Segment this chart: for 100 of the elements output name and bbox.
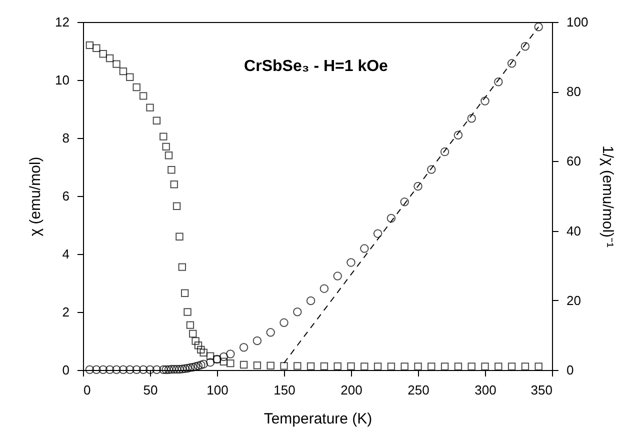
- point: [414, 362, 422, 370]
- x-tick-label: 200: [340, 382, 362, 398]
- point: [386, 214, 396, 223]
- y-tick-label: 12: [55, 14, 70, 30]
- point: [196, 360, 206, 370]
- point: [112, 365, 121, 374]
- x-tick-label: 50: [143, 382, 158, 398]
- point: [280, 318, 288, 328]
- point: [347, 362, 355, 370]
- point: [507, 59, 516, 68]
- point: [162, 365, 170, 374]
- point: [454, 362, 462, 370]
- point: [334, 362, 342, 370]
- point: [92, 365, 101, 374]
- point: [194, 361, 203, 370]
- point: [118, 365, 128, 374]
- point: [167, 364, 176, 374]
- point: [534, 362, 542, 370]
- point: [159, 365, 168, 374]
- y-tick-label: 6: [62, 188, 70, 204]
- point: [176, 232, 184, 240]
- point: [468, 362, 476, 370]
- point: [428, 362, 436, 370]
- point: [467, 114, 476, 123]
- point: [219, 352, 228, 362]
- point: [139, 92, 148, 100]
- point: [266, 328, 275, 337]
- point: [126, 365, 134, 374]
- point: [481, 362, 489, 370]
- point: [180, 364, 190, 373]
- y-tick-label: 10: [55, 72, 70, 88]
- point: [206, 352, 214, 360]
- point: [105, 365, 114, 374]
- point: [106, 54, 114, 62]
- point: [175, 364, 184, 374]
- point: [146, 365, 154, 374]
- y-tick-label: 8: [62, 130, 70, 146]
- point: [85, 365, 94, 374]
- point: [152, 365, 162, 374]
- x-tick-label: 100: [206, 382, 228, 398]
- point: [387, 362, 396, 370]
- point: [152, 116, 161, 124]
- point: [508, 362, 516, 370]
- point: [189, 330, 197, 338]
- point: [99, 50, 107, 58]
- point: [400, 198, 409, 206]
- point: [192, 337, 200, 345]
- point: [253, 362, 262, 370]
- point: [164, 152, 173, 160]
- point: [92, 44, 100, 52]
- point: [333, 272, 342, 280]
- point: [172, 364, 182, 374]
- point: [440, 362, 449, 370]
- annotation: CrSbSe₃ - H=1 kOe: [244, 58, 388, 75]
- point: [226, 359, 234, 368]
- point: [206, 358, 215, 367]
- point: [138, 365, 148, 374]
- point: [360, 362, 368, 370]
- point: [494, 77, 503, 86]
- point: [521, 362, 530, 370]
- y2-tick-label: 60: [566, 154, 581, 169]
- point: [320, 362, 328, 370]
- point: [178, 364, 187, 374]
- point: [266, 362, 274, 370]
- x-tick-label: 300: [474, 382, 496, 398]
- point: [239, 343, 248, 352]
- point: [186, 363, 195, 372]
- point: [534, 22, 543, 32]
- y-axis-title: χ (emu/mol): [27, 156, 44, 236]
- point: [280, 362, 288, 370]
- point: [200, 348, 208, 356]
- point: [294, 362, 302, 370]
- point: [194, 341, 202, 350]
- point: [119, 67, 128, 76]
- point: [346, 258, 356, 267]
- point: [132, 365, 141, 374]
- x-tick-label: 350: [530, 382, 552, 398]
- point: [186, 321, 194, 329]
- point: [220, 358, 228, 366]
- point: [252, 336, 262, 346]
- x-tick-label: 250: [408, 382, 430, 398]
- point: [360, 244, 369, 253]
- point: [374, 362, 382, 370]
- x-tick-label: 150: [274, 382, 296, 398]
- point: [178, 263, 186, 271]
- point: [440, 147, 450, 156]
- x-tick-label: 0: [84, 382, 91, 398]
- point: [180, 289, 189, 298]
- point: [199, 360, 208, 368]
- point: [86, 41, 94, 50]
- y2-tick-label: 40: [566, 223, 581, 238]
- y-tick-label: 0: [62, 362, 70, 378]
- point: [427, 165, 436, 174]
- point: [240, 360, 248, 369]
- point: [520, 42, 530, 51]
- y2-tick-label: 20: [566, 292, 581, 308]
- point: [170, 180, 178, 188]
- x-axis-title: Temperature (K): [264, 410, 372, 428]
- point: [184, 308, 192, 316]
- y-tick-label: 4: [62, 246, 70, 262]
